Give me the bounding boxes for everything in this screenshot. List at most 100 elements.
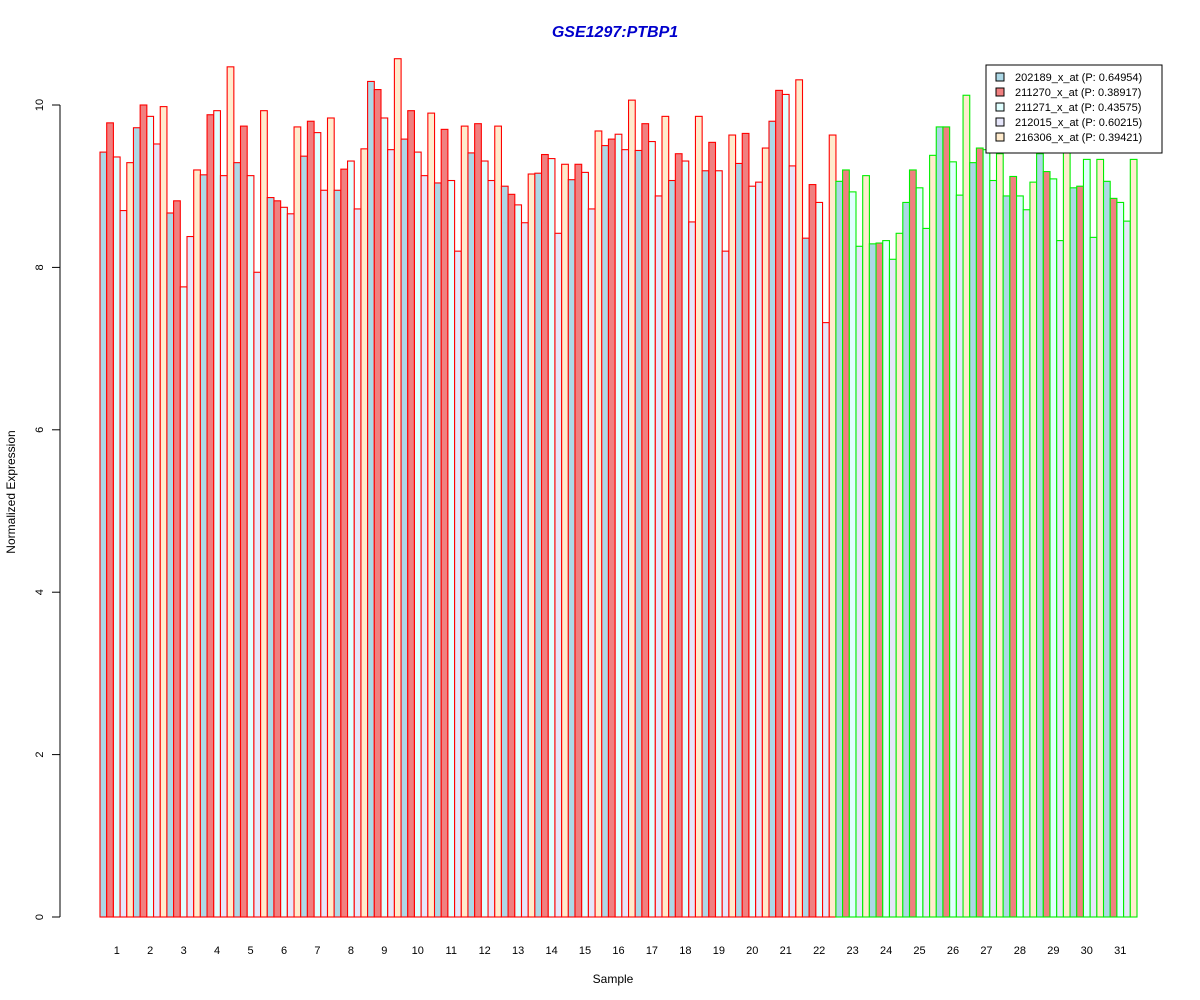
- bar: [233, 162, 242, 918]
- bar: [942, 126, 951, 918]
- bar: [126, 162, 135, 918]
- x-tick-label: 5: [247, 945, 253, 957]
- bar: [755, 181, 763, 918]
- bar: [300, 155, 308, 918]
- bar: [641, 123, 650, 918]
- y-tick-label: 6: [34, 427, 46, 433]
- x-tick-label: 21: [780, 945, 792, 957]
- x-tick-label: 23: [847, 945, 859, 957]
- bar: [587, 208, 596, 918]
- bar: [748, 185, 757, 918]
- bar: [768, 120, 777, 918]
- bar: [1029, 181, 1038, 918]
- x-tick-labels: 1 2 3 4 5 6 7 8 9 10 11 12 13 14 15 16 17 18 19 20 21 22 23 24 2…: [114, 945, 1127, 957]
- bar: [166, 212, 175, 918]
- bar: [1036, 153, 1044, 918]
- bar: [929, 154, 937, 918]
- bar: [1109, 197, 1118, 918]
- bar: [862, 175, 870, 918]
- legend-label: 202189_x_at (P: 0.64954): [1015, 72, 1142, 84]
- bar: [607, 138, 616, 918]
- bar: [648, 140, 656, 918]
- x-tick-label: 15: [579, 945, 591, 957]
- bar: [654, 195, 663, 918]
- x-tick-label: 8: [348, 945, 354, 957]
- x-tick-label: 1: [114, 945, 120, 957]
- bar: [500, 185, 509, 918]
- x-tick-label: 19: [713, 945, 725, 957]
- bar: [1116, 201, 1125, 918]
- legend-swatch: [995, 117, 1005, 127]
- legend-label: 212015_x_at (P: 0.60215): [1015, 117, 1142, 129]
- x-tick-label: 17: [646, 945, 658, 957]
- bar: [1009, 175, 1018, 918]
- bar: [239, 125, 248, 918]
- bar: [828, 134, 837, 918]
- bar: [795, 79, 804, 918]
- bar: [955, 194, 964, 918]
- bar: [1002, 195, 1011, 918]
- x-tick-label: 11: [446, 945, 457, 957]
- bar: [246, 175, 255, 918]
- bar: [701, 170, 710, 918]
- x-tick-label: 13: [512, 945, 524, 957]
- bar: [781, 93, 790, 918]
- x-tick-label: 4: [214, 945, 220, 957]
- bar: [179, 286, 188, 918]
- bar: [527, 173, 536, 918]
- y-axis: 0 2 4 6 8 10: [34, 99, 61, 920]
- bar: [842, 169, 850, 918]
- bar: [1042, 171, 1051, 918]
- bar: [534, 172, 543, 918]
- legend-swatch: [995, 87, 1005, 97]
- bar: [835, 180, 844, 918]
- bar: [460, 125, 469, 918]
- x-tick-label: 3: [181, 945, 187, 957]
- bar: [1089, 236, 1098, 918]
- x-tick-label: 25: [913, 945, 925, 957]
- bar: [982, 149, 991, 918]
- x-tick-label: 7: [314, 945, 320, 957]
- bar: [875, 242, 884, 918]
- bar: [668, 179, 676, 918]
- bar: [494, 125, 502, 918]
- bar: [139, 104, 148, 918]
- bar: [373, 89, 382, 918]
- y-tick-label: 2: [34, 752, 46, 758]
- x-tick-label: 22: [813, 945, 825, 957]
- x-tick-label: 2: [147, 945, 153, 957]
- bar: [708, 141, 717, 918]
- bar: [621, 149, 630, 918]
- bar: [1123, 220, 1131, 918]
- bar: [266, 197, 275, 918]
- x-tick-label: 14: [545, 945, 557, 957]
- bar: [273, 200, 282, 918]
- bar: [734, 162, 743, 918]
- bar: [895, 232, 904, 918]
- bar: [728, 134, 737, 918]
- bar: [908, 169, 917, 918]
- bar: [173, 200, 181, 918]
- bar: [387, 149, 395, 918]
- bar: [474, 123, 482, 918]
- bar: [253, 271, 262, 918]
- bar: [601, 145, 609, 918]
- bar: [333, 189, 342, 918]
- chart-title: GSE1297:PTBP1: [552, 24, 678, 41]
- bar: [962, 94, 971, 918]
- bar: [480, 160, 489, 918]
- bar: [714, 170, 723, 918]
- bar: [454, 250, 462, 918]
- legend-label: 211271_x_at (P: 0.43575): [1015, 102, 1141, 114]
- bar: [868, 243, 877, 918]
- bar: [380, 117, 389, 918]
- bar: [688, 221, 696, 918]
- bar: [427, 112, 436, 918]
- bar: [219, 175, 228, 918]
- bar: [995, 153, 1004, 918]
- bar: [574, 163, 583, 918]
- bar: [761, 147, 770, 918]
- bar: [969, 162, 977, 918]
- bar: [153, 143, 161, 918]
- bar: [721, 250, 730, 918]
